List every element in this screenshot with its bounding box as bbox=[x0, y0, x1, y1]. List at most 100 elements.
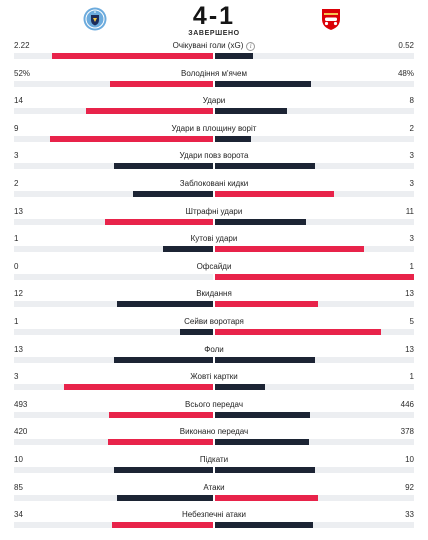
stat-home-value: 1 bbox=[14, 316, 19, 326]
stat-row: 85 Атаки 92 bbox=[0, 482, 428, 510]
stat-away-track bbox=[215, 135, 414, 142]
stat-home-value: 9 bbox=[14, 123, 19, 133]
stat-home-track bbox=[14, 246, 213, 253]
stat-away-value: 8 bbox=[409, 96, 414, 106]
stat-home-value: 3 bbox=[14, 372, 19, 382]
stat-row: 3 Жовті картки 1 bbox=[0, 371, 428, 399]
stat-home-value: 12 bbox=[14, 289, 23, 299]
stat-away-value: 1 bbox=[409, 372, 414, 382]
stat-away-bar bbox=[215, 328, 381, 335]
stat-label: Фоли bbox=[0, 345, 428, 354]
stat-away-value: 48% bbox=[397, 68, 414, 78]
stat-label: Володіння м'ячем bbox=[0, 69, 428, 78]
stat-away-bar bbox=[215, 439, 310, 446]
manchester-city-crest-icon[interactable] bbox=[83, 7, 107, 31]
stat-home-bar bbox=[86, 108, 213, 115]
stat-home-value: 52% bbox=[14, 68, 31, 78]
stat-label: Штрафні удари bbox=[0, 207, 428, 216]
stat-row: 2 Заблоковані кидки 3 bbox=[0, 178, 428, 206]
stat-home-bar bbox=[51, 53, 213, 59]
stat-away-bar bbox=[215, 190, 335, 197]
stat-home-bar bbox=[113, 163, 213, 170]
stat-away-track bbox=[215, 384, 414, 391]
stat-row: 9 Удари в площину воріт 2 bbox=[0, 123, 428, 151]
stat-home-bar bbox=[63, 384, 213, 391]
stat-away-value: 33 bbox=[405, 510, 414, 520]
stat-label: Удари в площину воріт bbox=[0, 124, 428, 133]
stat-away-bar bbox=[215, 135, 252, 142]
stat-label: Вкидання bbox=[0, 289, 428, 298]
stat-home-value: 34 bbox=[14, 510, 23, 520]
stat-away-bar bbox=[215, 384, 265, 391]
stat-away-value: 13 bbox=[405, 289, 414, 299]
stat-home-track bbox=[14, 190, 213, 197]
stat-home-bar bbox=[112, 522, 213, 529]
stat-label-text: Фоли bbox=[204, 344, 224, 354]
stat-row: 13 Фоли 13 bbox=[0, 344, 428, 372]
stat-home-value: 3 bbox=[14, 151, 19, 161]
stat-home-track bbox=[14, 494, 213, 501]
stat-away-value: 3 bbox=[409, 151, 414, 161]
stat-home-bar bbox=[113, 356, 213, 363]
stat-away-value: 3 bbox=[409, 178, 414, 188]
stat-away-track bbox=[215, 163, 414, 170]
stat-label-text: Всього передач bbox=[185, 399, 243, 409]
stat-home-track bbox=[14, 328, 213, 335]
stat-row: 12 Вкидання 13 bbox=[0, 288, 428, 316]
stat-label-text: Офсайди bbox=[196, 261, 232, 271]
stat-label: Жовті картки bbox=[0, 372, 428, 381]
stat-away-bar bbox=[215, 411, 310, 418]
stat-home-value: 420 bbox=[14, 427, 28, 437]
stat-away-bar bbox=[215, 53, 253, 59]
stat-row: 420 Виконано передач 378 bbox=[0, 426, 428, 454]
stat-label-text: Виконано передач bbox=[179, 427, 249, 437]
stat-row: 14 Удари 8 bbox=[0, 95, 428, 123]
stat-away-track bbox=[215, 411, 414, 418]
stat-label-text: Удари в площину воріт bbox=[171, 123, 257, 133]
match-header: 4-1 ЗАВЕРШЕНО bbox=[0, 0, 428, 40]
stat-away-bar bbox=[215, 80, 311, 87]
stat-away-value: 0.52 bbox=[398, 41, 414, 50]
stat-away-bar bbox=[215, 466, 315, 473]
stat-away-bar bbox=[215, 108, 288, 115]
stat-away-bar bbox=[215, 494, 319, 501]
stat-away-value: 378 bbox=[400, 427, 414, 437]
stat-away-track bbox=[215, 80, 414, 87]
stat-away-bar bbox=[215, 273, 414, 280]
stat-label-text: Заблоковані кидки bbox=[179, 178, 249, 188]
stat-away-track bbox=[215, 53, 414, 59]
stat-home-value: 493 bbox=[14, 399, 28, 409]
stat-label: Всього передач bbox=[0, 400, 428, 409]
stat-home-value: 1 bbox=[14, 234, 19, 244]
stat-label: Кутові удари bbox=[0, 234, 428, 243]
stat-home-bar bbox=[117, 494, 213, 501]
stat-away-track bbox=[215, 356, 414, 363]
stat-home-bar bbox=[163, 246, 213, 253]
stat-away-value: 2 bbox=[409, 123, 414, 133]
stat-row: 34 Небезпечні атаки 33 bbox=[0, 509, 428, 537]
stat-away-bar bbox=[215, 301, 319, 308]
stat-row: 1 Сейви воротаря 5 bbox=[0, 316, 428, 344]
stat-away-track bbox=[215, 108, 414, 115]
stat-home-value: 0 bbox=[14, 261, 19, 271]
stat-home-bar bbox=[179, 328, 213, 335]
arsenal-crest-icon[interactable] bbox=[319, 7, 343, 31]
stat-label: Удари bbox=[0, 96, 428, 105]
stat-home-value: 2 bbox=[14, 178, 19, 188]
stat-home-value: 85 bbox=[14, 482, 23, 492]
stat-away-track bbox=[215, 466, 414, 473]
stat-label: Заблоковані кидки bbox=[0, 179, 428, 188]
stat-home-bar bbox=[108, 411, 213, 418]
stat-label-text: Штрафні удари bbox=[185, 206, 243, 216]
stat-away-value: 5 bbox=[409, 316, 414, 326]
stat-away-value: 446 bbox=[400, 399, 414, 409]
stat-row: 52% Володіння м'ячем 48% bbox=[0, 68, 428, 96]
stat-row: 0 Офсайди 1 bbox=[0, 261, 428, 289]
stat-away-value: 92 bbox=[405, 482, 414, 492]
stat-home-track bbox=[14, 301, 213, 308]
stat-away-bar bbox=[215, 522, 313, 529]
stat-label-text: Кутові удари bbox=[190, 234, 238, 244]
stat-away-value: 13 bbox=[405, 344, 414, 354]
stat-home-value: 10 bbox=[14, 454, 23, 464]
info-icon[interactable]: i bbox=[246, 42, 256, 51]
